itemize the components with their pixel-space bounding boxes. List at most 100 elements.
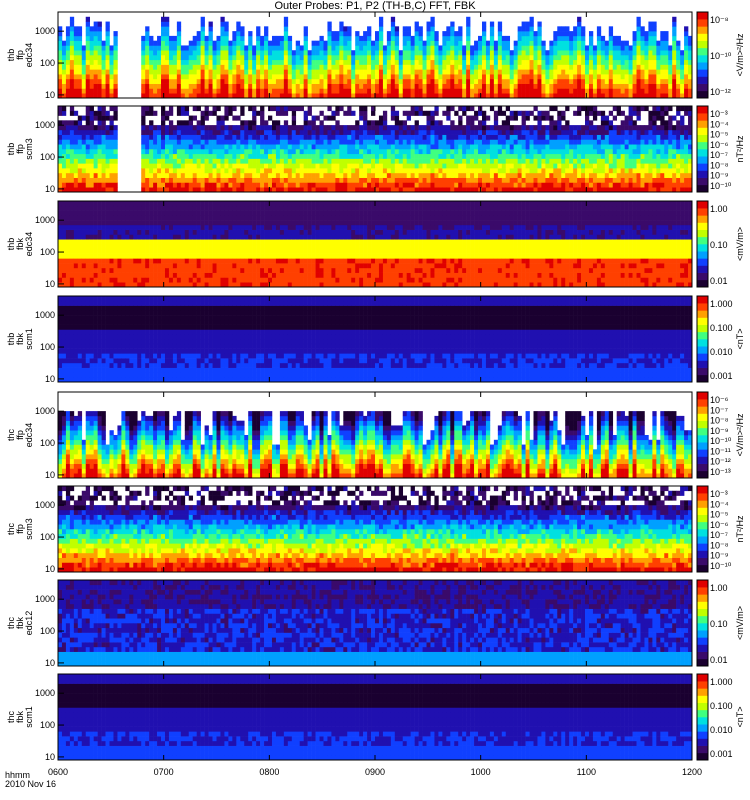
panel-label-line: scm3 [24,138,34,160]
panel-label-line: edc12 [24,611,34,636]
y-tick-label: 10 [45,658,55,668]
spectrogram-figure: 100010010thb ffp edc3410⁻⁸10⁻¹⁰10⁻¹²<V/m>²… [0,0,750,800]
colorbar: 10⁻³10⁻⁴10⁻⁵10⁻⁶10⁻⁷10⁻⁸10⁻⁹10⁻¹⁰ nT²/Hz [697,106,745,192]
colorbar-tick-label: 10⁻⁷ [710,405,728,415]
colorbar: 1.00 0.10 0.01 <mV/m> [697,201,745,287]
heatmap-cells [58,201,692,287]
colorbar-tick-label: 0.010 [710,725,733,735]
x-tick-label: 0700 [154,767,174,777]
y-tick-label: 100 [40,532,55,542]
panel-label-line: scm1 [24,328,34,350]
colorbar-tick-label: 0.10 [710,240,728,250]
y-tick-label: 1000 [35,688,55,698]
colorbar-tick-label: 0.01 [710,655,728,665]
colorbar-tick-label: 10⁻⁶ [710,395,729,405]
y-tick-label: 100 [40,342,55,352]
colorbar-tick-label: 10⁻³ [710,109,728,119]
panel-label-line: edc34 [24,43,34,68]
colorbar-tick-label: 10⁻⁹ [710,171,729,181]
heatmap-cells [58,411,692,478]
y-tick-label: 1000 [35,120,55,130]
colorbar-tick-label: 10⁻¹⁰ [710,561,732,571]
colorbar-tick-label: 10⁻⁸ [710,540,729,550]
colorbar-tick-label: 1.00 [710,583,728,593]
colorbar-tick-label: 0.001 [710,371,733,381]
colorbar: 10⁻⁸ 10⁻¹⁰ 10⁻¹² <V/m>²/Hz [697,12,745,98]
y-tick-label: 10 [45,752,55,762]
colorbar: 1.00 0.10 0.01 <mV/m> [697,580,745,666]
colorbar-tick-label: 10⁻¹⁰ [710,51,732,61]
y-tick-label: 10 [45,279,55,289]
colorbar-tick-label: 10⁻⁸ [710,160,729,170]
colorbar-tick-label: 0.10 [710,619,728,629]
date-label: 2010 Nov 16 [5,779,56,789]
colorbar-label: <V/m>²/Hz [735,33,745,77]
colorbar-tick-label: 10⁻⁶ [710,520,729,530]
y-tick-label: 1000 [35,406,55,416]
colorbar-tick-label: 10⁻⁷ [710,150,728,160]
colorbar-tick-label: 10⁻¹⁰ [710,436,732,446]
colorbar-tick-label: 10⁻⁸ [710,15,729,25]
colorbar-label: <mV/m> [735,227,745,261]
y-tick-label: 10 [45,90,55,100]
y-tick-label: 10 [45,184,55,194]
y-tick-label: 100 [40,438,55,448]
colorbar-tick-label: 10⁻³ [710,489,728,499]
colorbar-tick-label: 10⁻¹² [710,87,731,97]
panel-label-line: edc34 [24,232,34,257]
colorbar-label: nT²/Hz [735,135,745,163]
colorbar-tick-label: 0.001 [710,749,733,759]
colorbar-tick-label: 10⁻⁹ [710,551,729,561]
colorbar-tick-label: 1.000 [710,677,733,687]
colorbar-label: <nT> [735,328,745,349]
y-tick-label: 1000 [35,310,55,320]
colorbar-tick-label: 10⁻⁴ [710,119,729,129]
colorbar-label: <mV/m> [735,606,745,640]
colorbar: 1.000 0.100 0.010 0.001 <nT> [697,674,745,760]
heatmap-cells [58,296,692,382]
colorbar-tick-label: 10⁻⁹ [710,426,729,436]
colorbar-tick-label: 0.100 [710,701,733,711]
y-tick-label: 100 [40,720,55,730]
colorbar-label: nT²/Hz [735,515,745,543]
y-tick-label: 10 [45,374,55,384]
colorbar: 10⁻⁶10⁻⁷10⁻⁸10⁻⁹10⁻¹⁰10⁻¹¹10⁻¹²10⁻¹³<V/m… [697,392,745,478]
y-tick-label: 100 [40,626,55,636]
panel-label-line: scm1 [24,706,34,728]
colorbar-tick-label: 10⁻⁸ [710,416,729,426]
colorbar-tick-label: 10⁻⁴ [710,499,729,509]
colorbar-tick-label: 10⁻¹¹ [710,446,731,456]
y-tick-label: 1000 [35,26,55,36]
y-tick-label: 10 [45,470,55,480]
colorbar-label: <V/m>²/Hz [735,413,745,457]
y-tick-label: 100 [40,247,55,257]
heatmap-cells [58,580,692,666]
y-tick-label: 100 [40,152,55,162]
colorbar-tick-label: 0.010 [710,347,733,357]
x-tick-label: 1200 [682,767,702,777]
colorbar-tick-label: 1.000 [710,299,733,309]
y-tick-label: 1000 [35,215,55,225]
x-tick-label: 0900 [365,767,385,777]
colorbar-tick-label: 1.00 [710,204,728,214]
colorbar-label: <nT> [735,706,745,727]
x-tick-label: 0800 [259,767,279,777]
colorbar-tick-label: 10⁻¹⁰ [710,181,732,191]
colorbar-tick-label: 0.01 [710,276,728,286]
colorbar-tick-label: 10⁻⁷ [710,530,728,540]
colorbar-tick-label: 10⁻⁶ [710,140,729,150]
colorbar-tick-label: 10⁻⁵ [710,130,729,140]
colorbar-tick-label: 10⁻¹² [710,457,731,467]
x-tick-label: 1000 [471,767,491,777]
heatmap-cells [58,674,692,760]
